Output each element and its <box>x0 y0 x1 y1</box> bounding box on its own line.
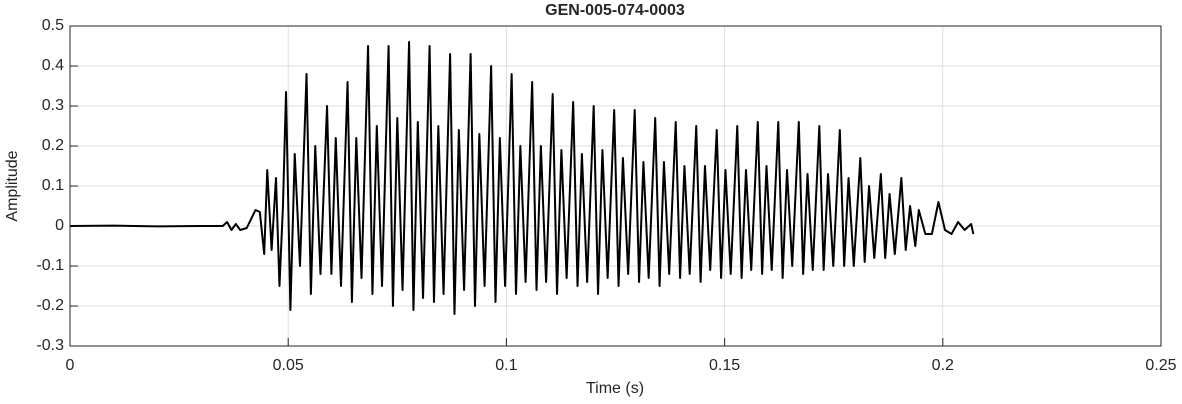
y-tick-label: 0.2 <box>42 137 64 154</box>
x-tick-label: 0.1 <box>495 357 517 374</box>
chart-title: GEN-005-074-0003 <box>545 2 685 19</box>
x-tick-label: 0.05 <box>273 357 304 374</box>
x-tick-label: 0.15 <box>709 357 740 374</box>
y-tick-label: -0.3 <box>36 337 64 354</box>
y-tick-label: 0.4 <box>42 57 64 74</box>
waveform <box>69 41 975 315</box>
x-tick-label: 0.25 <box>1145 357 1176 374</box>
tick-labels: 0 0.05 0.1 0.15 0.2 0.25 -0.3 -0.2 -0.1 0 0.1 0.2 0.… <box>36 17 1176 374</box>
axes-box <box>69 25 1162 347</box>
y-tick-label: 0.3 <box>42 97 64 114</box>
plot <box>69 41 975 315</box>
x-axis-label: Time (s) <box>586 380 644 397</box>
y-tick-label: 0 <box>55 217 64 234</box>
x-tick-label: 0 <box>66 357 75 374</box>
x-tick-label: 0.2 <box>932 357 954 374</box>
y-axis-label: Amplitude <box>4 150 21 221</box>
y-tick-label: 0.5 <box>42 17 64 34</box>
y-tick-label: 0.1 <box>42 177 64 194</box>
y-tick-label: -0.2 <box>36 297 64 314</box>
y-tick-label: -0.1 <box>36 257 64 274</box>
